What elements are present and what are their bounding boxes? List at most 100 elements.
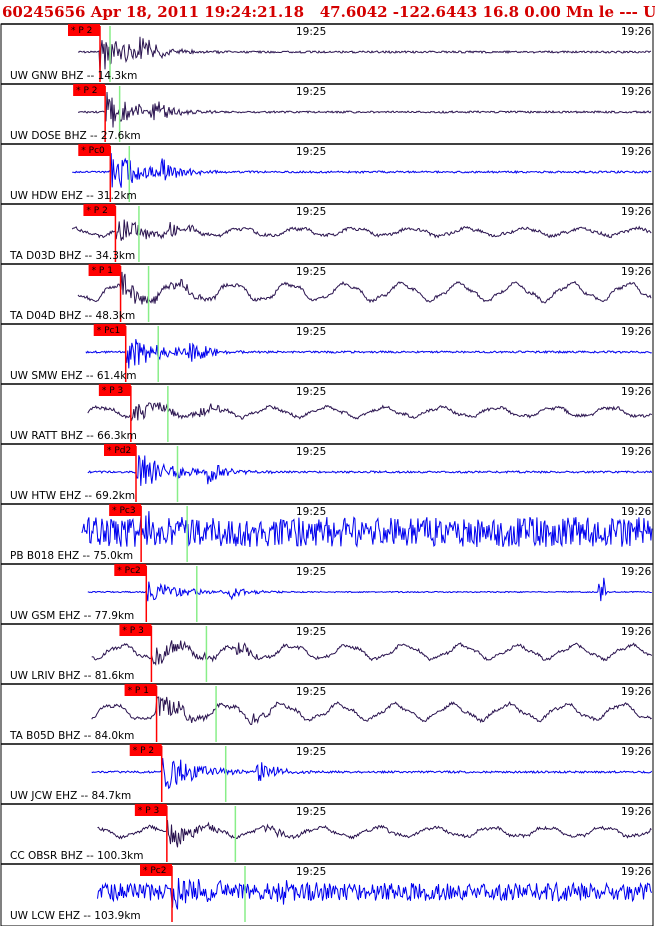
- time-tick-label: 19:25: [296, 26, 326, 38]
- waveform-trace: [87, 577, 652, 602]
- trace-row: 19:25 19:26 * P 2 UW GNW BHZ -- 14.3km: [1, 23, 653, 82]
- pick-label-box[interactable]: [78, 144, 111, 156]
- waveform-trace: [97, 877, 652, 910]
- pick-label-box[interactable]: [109, 504, 142, 516]
- time-tick-label: 19:26: [621, 326, 652, 338]
- trace-row: 19:25 19:26 * Pc2 UW LCW EHZ -- 103.9km: [1, 863, 653, 922]
- waveform-trace: [72, 153, 652, 188]
- time-tick-label: 19:26: [621, 26, 652, 38]
- trace-row: 19:25 19:26 * Pc2 UW GSM EHZ -- 77.9km: [1, 563, 653, 622]
- station-label: TA D04D BHZ -- 48.3km: [9, 310, 135, 322]
- pick-label: * Pc1: [97, 326, 120, 336]
- time-tick-label: 19:26: [621, 746, 652, 758]
- time-tick-label: 19:25: [296, 506, 326, 518]
- station-label: UW JCW EHZ -- 84.7km: [10, 790, 131, 802]
- time-tick-label: 19:26: [621, 626, 652, 638]
- time-tick-label: 19:25: [296, 206, 326, 218]
- pick-label: * P 2: [86, 206, 107, 216]
- waveform-trace: [78, 91, 652, 128]
- pick-label: * P 2: [71, 26, 92, 36]
- waveform-trace: [91, 758, 653, 790]
- pick-label: * P 2: [133, 746, 154, 756]
- waveform-trace: [71, 219, 652, 241]
- waveform-trace: [77, 271, 652, 305]
- pick-label-box[interactable]: [68, 24, 100, 36]
- pick-label-box[interactable]: [134, 804, 167, 816]
- pick-label: * Pd2: [107, 446, 131, 456]
- time-tick-label: 19:26: [621, 266, 652, 278]
- trace-row: 19:25 19:26 * Pc3 PB B018 EHZ -- 75.0km: [1, 503, 653, 562]
- time-tick-label: 19:26: [621, 86, 652, 98]
- pick-label-box[interactable]: [114, 564, 147, 576]
- station-label: CC OBSR BHZ -- 100.3km: [10, 850, 144, 862]
- waveform-trace: [87, 402, 653, 422]
- waveform-trace: [91, 640, 653, 666]
- pick-label: * Pc0: [81, 146, 105, 156]
- station-label: TA B05D BHZ -- 84.0km: [9, 730, 134, 742]
- pick-label-box[interactable]: [129, 744, 162, 756]
- pick-label: * P 3: [102, 386, 123, 396]
- waveform-trace: [77, 36, 652, 74]
- time-tick-label: 19:25: [296, 866, 326, 878]
- trace-row: 19:25 19:26 * Pc0 UW HDW EHZ -- 31.2km: [1, 143, 653, 202]
- waveform-trace: [87, 455, 653, 486]
- time-tick-label: 19:25: [296, 386, 326, 398]
- trace-row: 19:25 19:26 * P 1 TA D04D BHZ -- 48.3km: [1, 263, 653, 322]
- waveform-trace: [91, 696, 652, 726]
- station-label: UW HTW EHZ -- 69.2km: [10, 490, 135, 502]
- station-label: UW SMW EHZ -- 61.4km: [10, 370, 137, 382]
- time-tick-label: 19:25: [296, 326, 326, 338]
- time-tick-label: 19:25: [296, 566, 326, 578]
- time-tick-label: 19:26: [621, 566, 652, 578]
- pick-label-box[interactable]: [83, 204, 116, 216]
- station-label: UW DOSE BHZ -- 27.6km: [10, 130, 141, 142]
- pick-label-box[interactable]: [140, 864, 172, 876]
- pick-label: * Pc3: [112, 506, 135, 516]
- trace-row: 19:25 19:26 * Pd2 UW HTW EHZ -- 69.2km: [1, 443, 653, 502]
- station-label: UW RATT BHZ -- 66.3km: [10, 430, 137, 442]
- pick-label-box[interactable]: [93, 324, 126, 336]
- station-label: PB B018 EHZ -- 75.0km: [10, 550, 133, 562]
- time-tick-label: 19:26: [621, 866, 652, 878]
- pick-label-box[interactable]: [104, 444, 136, 456]
- waveform-trace: [85, 338, 652, 369]
- station-label: UW GNW BHZ -- 14.3km: [10, 70, 137, 82]
- trace-row: 19:25 19:26 * P 1 TA B05D BHZ -- 84.0km: [1, 683, 653, 742]
- trace-row: 19:25 19:26 * Pc1 UW SMW EHZ -- 61.4km: [1, 323, 653, 382]
- pick-label-box[interactable]: [124, 684, 157, 696]
- pick-label: * P 2: [76, 86, 97, 96]
- pick-label-box[interactable]: [98, 384, 131, 396]
- time-tick-label: 19:25: [296, 86, 326, 98]
- time-tick-label: 19:26: [621, 446, 652, 458]
- time-tick-label: 19:25: [296, 746, 326, 758]
- station-label: TA D03D BHZ -- 34.3km: [9, 250, 135, 262]
- pick-label: * Pc2: [117, 566, 140, 576]
- trace-row: 19:25 19:26 * P 2 UW DOSE BHZ -- 27.6km: [1, 83, 653, 142]
- pick-label-box[interactable]: [88, 264, 121, 276]
- pick-label-box[interactable]: [119, 624, 152, 636]
- trace-row: 19:25 19:26 * P 3 CC OBSR BHZ -- 100.3km: [1, 803, 653, 862]
- time-tick-label: 19:25: [296, 626, 326, 638]
- time-tick-label: 19:26: [621, 386, 652, 398]
- time-tick-label: 19:26: [621, 146, 652, 158]
- pick-label: * P 3: [138, 806, 159, 816]
- event-header: 60245656 Apr 18, 2011 19:24:21.18 47.604…: [2, 3, 655, 21]
- time-tick-label: 19:25: [296, 146, 326, 158]
- pick-label: * P 3: [122, 626, 143, 636]
- pick-label: * P 1: [92, 266, 113, 276]
- waveform-trace: [81, 511, 653, 548]
- trace-row: 19:25 19:26 * P 3 UW LRIV BHZ -- 81.6km: [1, 623, 653, 682]
- time-tick-label: 19:26: [621, 806, 652, 818]
- trace-row: 19:25 19:26 * P 2 TA D03D BHZ -- 34.3km: [1, 203, 653, 262]
- station-label: UW LRIV BHZ -- 81.6km: [10, 670, 134, 682]
- time-tick-label: 19:26: [621, 206, 652, 218]
- pick-label-box[interactable]: [73, 84, 106, 96]
- station-label: UW GSM EHZ -- 77.9km: [10, 610, 134, 622]
- pick-label: * P 1: [128, 686, 149, 696]
- time-tick-label: 19:25: [296, 446, 326, 458]
- time-tick-label: 19:25: [296, 806, 326, 818]
- time-tick-label: 19:26: [621, 686, 652, 698]
- pick-label: * Pc2: [143, 866, 166, 876]
